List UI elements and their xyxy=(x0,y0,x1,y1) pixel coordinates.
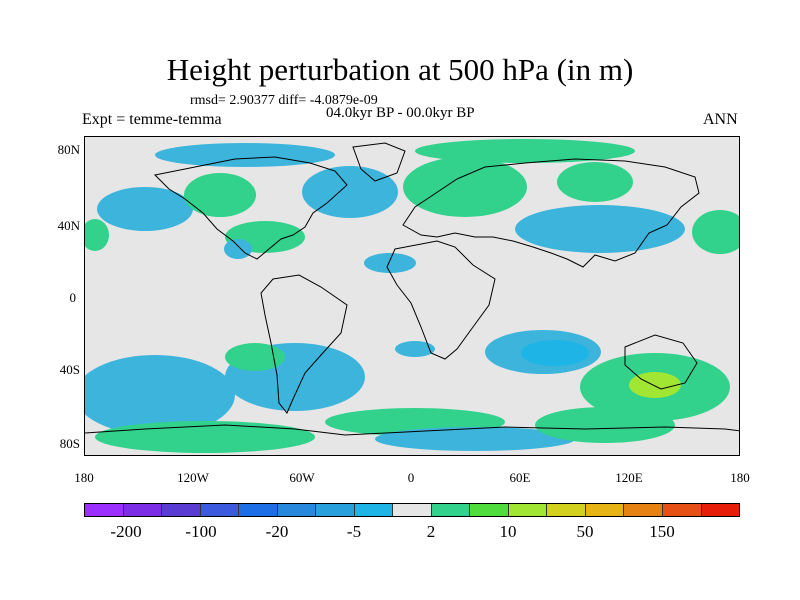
anomaly-patch xyxy=(521,340,589,366)
coastline-antarctica xyxy=(85,424,739,436)
colorbar-swatch xyxy=(585,504,625,516)
map-panel xyxy=(84,136,740,456)
anomaly-patch xyxy=(364,253,416,273)
colorbar-label: 2 xyxy=(426,522,436,541)
x-axis-label: 180 xyxy=(730,470,750,485)
colorbar-swatch xyxy=(470,504,509,516)
colorbar-swatch xyxy=(277,504,317,516)
colorbar-label: -20 xyxy=(265,522,289,541)
colorbar-swatch xyxy=(662,504,702,516)
coastline-africa xyxy=(386,240,496,360)
x-axis-label: 60E xyxy=(509,470,531,485)
y-axis-label: 80S xyxy=(59,436,80,451)
colorbar-swatch xyxy=(393,504,432,516)
anomaly-patch xyxy=(692,210,739,254)
anomaly-patch xyxy=(557,162,633,202)
coastline-greenland xyxy=(352,142,406,182)
anomaly-patch xyxy=(375,427,575,451)
coastline-australia xyxy=(624,334,698,390)
anomaly-region xyxy=(302,166,398,218)
x-axis-label: 120W xyxy=(177,470,209,485)
colorbar-label: 50 xyxy=(576,522,594,541)
anomaly-patch xyxy=(224,239,252,259)
y-axis-label: 80N xyxy=(57,142,80,157)
anomaly-patch xyxy=(415,139,635,163)
y-axis-label: 40N xyxy=(57,218,80,233)
colorbar-swatch xyxy=(431,504,471,516)
colorbar-swatch xyxy=(354,504,394,516)
anomaly-regions xyxy=(85,157,730,435)
colorbar-label: 10 xyxy=(499,522,517,541)
colorbar-swatch xyxy=(547,504,586,516)
colorbar-label: 150 xyxy=(649,522,675,541)
colorbar-swatch xyxy=(624,504,663,516)
period-subtitle: 04.0kyr BP - 00.0kyr BP xyxy=(326,105,475,121)
coastline-south-america xyxy=(260,274,348,414)
anomaly-region xyxy=(97,187,193,231)
colorbar-swatch xyxy=(316,504,355,516)
colorbar xyxy=(84,503,740,517)
colorbar-label: -100 xyxy=(185,522,217,541)
colorbar-label: -200 xyxy=(110,522,142,541)
anomaly-region xyxy=(629,372,681,398)
stats-subtitle: rmsd= 2.90377 diff= -4.0879e-09 xyxy=(190,93,378,108)
anomaly-patch xyxy=(395,341,435,357)
coastlines xyxy=(85,142,739,436)
coastline-north-america xyxy=(153,156,348,260)
colorbar-swatch xyxy=(123,504,163,516)
x-axis-label: 0 xyxy=(407,470,415,485)
plot-title: Height perturbation at 500 hPa (in m) xyxy=(166,52,634,87)
season-label: ANN xyxy=(703,111,738,128)
colorbar-swatch xyxy=(85,504,124,516)
anomaly-patch xyxy=(85,219,109,251)
anomaly-region xyxy=(184,173,256,217)
y-axis-label: 40S xyxy=(59,362,80,377)
anomaly-patch xyxy=(155,143,335,167)
x-axis-label: 60W xyxy=(289,470,315,485)
anomaly-detail-fills xyxy=(85,139,739,453)
coastline-eurasia xyxy=(402,158,700,268)
colorbar-swatch xyxy=(162,504,201,516)
x-axis-label: 180 xyxy=(74,470,94,485)
experiment-label: Expt = temme-temma xyxy=(82,111,222,128)
anomaly-region xyxy=(403,157,527,217)
anomaly-patch xyxy=(535,407,675,443)
colorbar-swatch xyxy=(701,504,740,516)
colorbar-swatch xyxy=(239,504,278,516)
anomaly-patch xyxy=(225,343,285,371)
map-svg xyxy=(85,137,739,455)
anomaly-region xyxy=(85,355,235,435)
anomaly-region xyxy=(515,205,685,253)
colorbar-swatch xyxy=(200,504,240,516)
colorbar-swatch xyxy=(508,504,548,516)
x-axis-label: 120E xyxy=(615,470,643,485)
y-axis-label: 0 xyxy=(69,290,77,305)
colorbar-label: -5 xyxy=(346,522,362,541)
